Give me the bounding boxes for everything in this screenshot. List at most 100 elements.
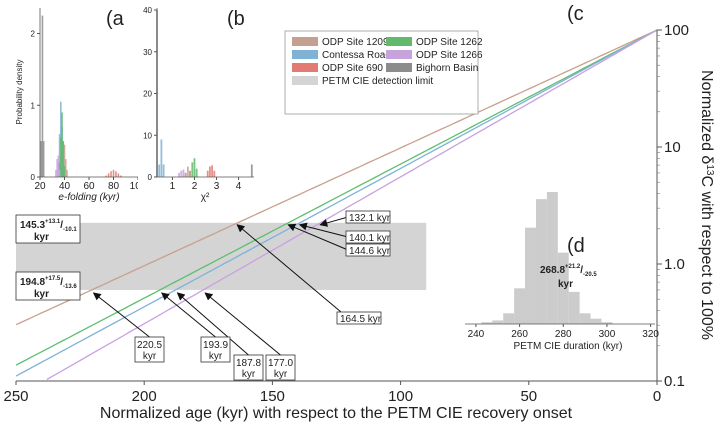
inset-a-bar-odp-site-1209 [66,169,68,177]
bound-label-lower-box [15,271,81,301]
inset-b-x-tick-label: 3 [214,181,220,192]
inset-b-bar-odp-site-690 [209,166,211,177]
inset-d-bar [503,313,515,324]
inset-d-x-tick-label: 280 [555,329,572,340]
x-tick-label-150: 150 [260,388,285,405]
inset-b-bar-odp-site-1262 [193,158,196,177]
inset-d-result-plus: +21.2 [565,264,581,270]
x-tick-label-250: 250 [3,388,28,405]
upper-annotation-label: 144.6 kyr [349,246,391,257]
inset-a-y-tick-label: 0 [31,173,36,182]
legend-swatch-odp-site-1262 [386,37,412,46]
inset-d-bar [525,227,536,324]
upper-annotation-box [345,230,391,244]
bound-label-lower-slash: / [60,277,63,288]
legend-label-odp-site-1262: ODP Site 1262 [416,37,483,48]
inset-a-bar-odp-site-690 [117,173,120,177]
inset-a-bar-contessa-road [58,133,61,177]
inset-a-bar-odp-site-1262 [60,137,62,177]
inset-a-x-label: e-folding (kyr) [58,192,119,203]
inset-a-bar-bighorn-basin [40,141,43,177]
inset-d-bar [514,288,526,324]
inset-b-y-tick-label: 0 [148,173,153,182]
lower-annotation-value: 193.9 [203,340,228,351]
inset-d-result-main: 268.8 [540,265,565,276]
upper-annotation-arrow [287,223,349,251]
x-tick-label-0: 0 [653,388,661,405]
legend-swatch-odp-site-1209 [292,37,318,46]
bound-label-lower-unit: kyr [34,289,49,300]
inset-d-x-tick-label: 240 [468,329,485,340]
y-tick-label-1-0: 1.0 [664,256,685,273]
inset-b-bar-odp-site-1209 [186,166,189,177]
inset-b-bar-odp-site-1209 [184,172,187,177]
y-tick-label-10: 10 [664,139,681,156]
inset-b-bar-odp-site-1262 [191,162,194,177]
bound-label-upper-box [15,214,81,244]
inset-b-x-tick-label: 2 [192,181,198,192]
inset-a-bar-odp-site-690 [110,171,112,177]
inset-a-bar-odp-site-690 [112,169,115,177]
legend-label-bighorn-basin: Bighorn Basin [416,63,478,74]
inset-a-bar-odp-site-690 [120,175,122,177]
lower-annotation-arrow [176,292,249,356]
panel-label-d: (d [567,235,585,257]
inset-d: 240 260 280 300 320 PETM CIE duration (kyr) … [465,192,659,352]
bound-label-lower-minus: -13.6 [63,284,77,290]
inset-b-y-tick-label: 30 [143,48,152,57]
inset-a-bar-odp-site-1266 [56,159,58,177]
legend-label-odp-site-1209: ODP Site 1209 [322,37,389,48]
inset-a-bar-odp-site-1209 [63,144,66,177]
upper-annotation-arrow [236,224,342,313]
legend-label-contessa-road: Contessa Road [322,50,391,61]
y-axis-label: Normalized δ13C with respect to 100% [698,70,716,340]
inset-a-bars [40,15,122,177]
bound-label-lower-value: 194.8+17.5/-13.6 [20,276,77,290]
series-line-odp-site-1266 [46,29,658,381]
y-tick-label-0-1: 0.1 [664,373,685,390]
inset-d-x-tick-label: 300 [599,329,616,340]
upper-annotation-box [345,210,391,224]
inset-d-ticks: 240 260 280 300 320 [468,324,659,340]
panel-label-b: (b [227,8,245,30]
inset-d-result-value: 268.8+21.2/-20.5 [540,264,597,278]
bound-label-lower-main: 194.8 [20,277,45,288]
inset-b-bar-odp-site-1262 [195,168,198,177]
upper-annotation-label: 132.1 kyr [349,213,391,224]
inset-b-bar-bighorn-basin [250,164,253,177]
inset-a-bar-odp-site-690 [105,175,107,177]
bound-label-lower-plus: +17.5 [45,276,61,282]
annotation-arrows [92,216,349,356]
inset-b-bar-odp-site-1209 [189,171,191,177]
inset-a-x-tick-label: 60 [83,181,95,192]
lower-annotation-unit: kyr [242,369,256,380]
inset-d-bar [481,322,493,324]
legend-swatch-odp-site-1266 [386,50,412,59]
upper-annotations: 132.1 kyr 140.1 kyr 144.6 kyr 164.5 kyr [336,210,391,325]
inset-d-bar [601,322,613,324]
series-line-odp-site-1209 [15,29,658,326]
upper-annotation-arrow [319,216,349,227]
inset-d-bar [568,291,580,324]
y-ticks: 0.1 1.0 10 100 [657,22,689,390]
bound-label-lower: 194.8+17.5/-13.6 kyr [15,271,81,301]
upper-annotation-label: 140.1 kyr [349,233,391,244]
bound-label-upper: 145.3+13.1/-10.1 kyr [15,214,81,244]
inset-a-bar-odp-site-1262 [63,166,66,177]
inset-d-result-minus: -20.5 [583,272,597,278]
inset-b-bar-odp-site-1266 [180,170,183,177]
inset-b-x-tick-label: 4 [236,181,242,192]
inset-b-y-tick-label: 20 [143,90,152,99]
inset-a-bar-odp-site-1262 [61,112,63,177]
lower-annotation-unit: kyr [209,351,223,362]
bound-label-upper-slash: / [60,220,63,231]
inset-d-x-tick-label: 320 [642,329,659,340]
inset-b-bar-contessa-road [162,164,165,177]
inset-b-x-label: χ² [201,192,210,203]
inset-d-bar [590,318,602,324]
inset-a-bar-odp-site-1266 [58,169,61,177]
inset-d-bar [492,320,504,324]
legend: ODP Site 1209 ODP Site 1262 Contessa Road O… [292,37,483,87]
